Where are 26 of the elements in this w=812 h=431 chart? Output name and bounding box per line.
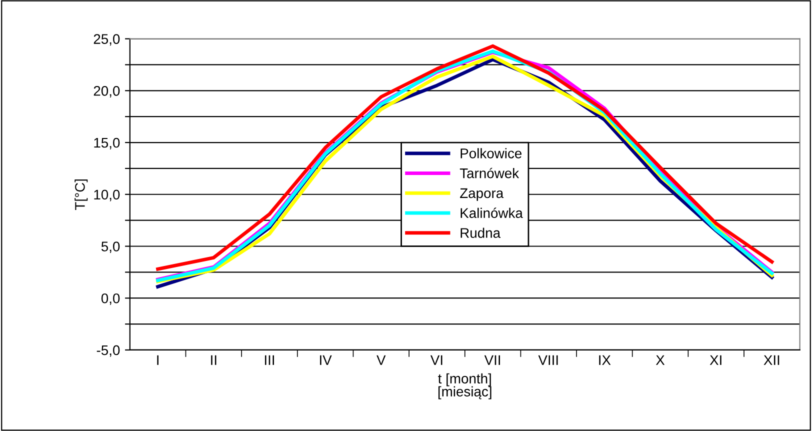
x-tick-label: I <box>157 355 158 365</box>
y-tick-label: 15,0 <box>94 138 120 150</box>
y-axis-title: T[°C] <box>74 179 88 210</box>
legend-label: Polkowice <box>460 148 522 158</box>
x-tick-label: VIII <box>538 355 558 365</box>
x-tick-label: VI <box>430 355 442 365</box>
y-tick-label: 0,0 <box>101 293 120 305</box>
x-axis-title: t [month] [miesiąc] <box>438 373 492 400</box>
y-tick-label: 10,0 <box>94 190 120 202</box>
y-tick-label: 20,0 <box>94 86 120 98</box>
x-tick-label: XI <box>710 355 722 365</box>
legend-label: Rudna <box>460 228 501 238</box>
x-tick-label: IX <box>599 355 611 365</box>
x-tick-label: III <box>264 355 274 365</box>
x-tick-label: IV <box>320 355 332 365</box>
x-tick-label: XII <box>764 355 780 365</box>
legend-label: Kalinówka <box>460 208 523 218</box>
x-tick-label: II <box>211 355 216 365</box>
y-tick-label: -5,0 <box>96 345 120 357</box>
y-tick-label: 5,0 <box>101 242 120 254</box>
y-tick-label: 25,0 <box>94 34 120 46</box>
legend-label: Tarnówek <box>460 168 520 178</box>
x-tick-label: X <box>656 355 665 365</box>
legend-label: Zapora <box>460 188 504 201</box>
x-tick-label: VII <box>484 355 500 365</box>
x-tick-label: V <box>376 355 386 365</box>
